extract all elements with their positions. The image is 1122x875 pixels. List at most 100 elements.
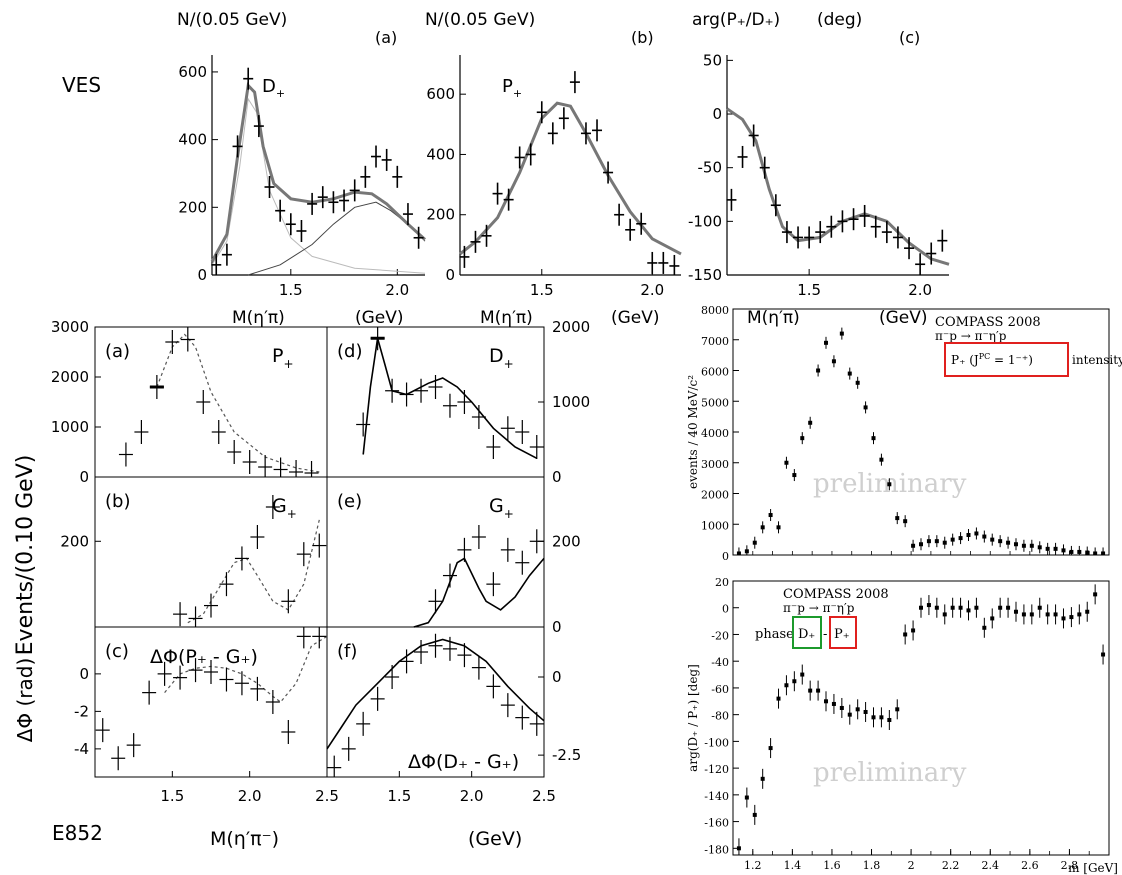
compass_top-data-point [1053,546,1058,551]
compass_top-ytick-label: 4000 [701,427,729,440]
compass_bottom-xtick-label: 1.4 [784,859,802,872]
e852_f-phase-label: ΔΦ(D₊ - G₊) [408,751,519,773]
ves_c-ytick-label: -50 [698,159,723,177]
compass_bottom-data-point [784,683,789,688]
ves_b-ytick-label: 200 [426,206,455,224]
compass-top-highlight-sup: PC [979,352,991,361]
compass_top-legend-line-1: COMPASS 2008 [935,315,1041,330]
e852_b-series-label: G+ [272,495,297,521]
compass_bottom-data-point [1061,616,1066,621]
e852_e-points [428,525,544,614]
compass_top-data-point [974,531,979,536]
ves_a-series-label: D+ [262,76,285,100]
compass_bottom-data-point [1021,612,1026,617]
compass_top-data-point [792,473,797,478]
e852_a-ytick-label: 2000 [51,368,89,386]
compass_top-y-axis-label: events / 40 MeV/c² [686,375,700,489]
compass-bottom-dash: - [823,627,827,642]
compass_top-data-point [926,539,931,544]
compass-top-highlight-text: P₊ (JPC = 1⁻⁺) [951,352,1033,367]
compass_top-data-point [855,380,860,385]
compass_bottom-data-point [744,795,749,800]
compass_bottom-data-point [1093,592,1098,597]
e852_a-ytick-label: 1000 [51,418,89,436]
ves_b-series-label: P+ [502,76,522,100]
e852_c-ytick-label: 0 [79,665,89,683]
compass_bottom-ytick-label: -140 [704,790,729,803]
compass_top-data-point [816,368,821,373]
compass_top-data-point [1021,543,1026,548]
ves_c-panel-label: (c) [899,28,920,47]
compass_bottom-data-point [974,605,979,610]
ves-label: VES [62,73,101,97]
compass_bottom-data-point [911,628,916,633]
compass_top-legend-line-2: π⁻p → π⁻η′p [935,329,1007,343]
ves_a-title: N/(0.05 GeV) [177,10,287,30]
e852_d-panel-label: (d) [337,341,362,362]
compass_bottom-frame [732,580,1110,856]
compass_bottom-data-point [847,712,852,717]
ves_b-ytick-label: 600 [426,85,455,103]
compass_top-ytick-label: 1000 [701,519,729,532]
ves_c-title-unit: (deg) [817,10,862,30]
e852_f-panel-label: (f) [337,641,357,662]
compass_bottom-y-axis-label: arg(D₊ / P₊) [deg] [686,664,700,772]
compass_bottom-data-point [768,746,773,751]
compass_top-data-point [934,539,939,544]
compass_top-ytick-label: 0 [722,550,729,563]
compass_top-data-point [942,540,947,545]
ves_b-x-axis-label: M(η′π) [480,308,533,328]
compass_top-data-point [903,519,908,524]
compass_bottom-data-point [919,605,923,610]
compass_top-points [736,327,1106,556]
compass_top-ytick-label: 6000 [701,366,729,379]
e852_f-xtick-label: 2.5 [532,787,556,805]
ves_c-xtick-label: 2.0 [908,281,932,299]
compass_top-data-point [839,331,844,336]
compass_top-data-point [871,436,876,441]
e852_d-series-label: D+ [489,345,514,371]
compass_bottom-ytick-label: 20 [715,576,729,589]
compass_top-data-point [824,340,829,345]
compass_top-ytick-label: 7000 [701,335,729,348]
compass_bottom-data-point [903,632,908,637]
e852-y-axis-label: Events/(0.10 GeV) [13,455,38,656]
ves_b-xtick-label: 1.5 [530,281,554,299]
ves_a-xtick-label: 2.0 [385,281,409,299]
compass_top-data-point [1077,549,1082,554]
compass_top-ytick-label: 8000 [701,304,729,317]
compass_bottom-legend-line-2: π⁻p → π⁻η′p [783,601,855,615]
compass_top-data-point [831,359,836,364]
ves_c-ytick-label: 0 [712,105,722,123]
e852_d-ytick-label: 2000 [552,318,590,336]
e852_d-series-subscript: + [504,357,514,371]
e852_a-panel-label: (a) [105,341,130,362]
compass_bottom-data-point [1101,652,1106,657]
ves_a-series-subscript: + [276,87,285,100]
compass_top-data-point [1006,540,1011,545]
compass_bottom-data-point [831,701,836,706]
compass_bottom-data-point [760,776,765,781]
compass_bottom-data-point [1045,612,1050,617]
compass_top-data-point [998,539,1003,544]
compass_top-data-point [847,371,852,376]
compass_bottom-points [736,584,1106,855]
ves_b-fit-total-curve [459,101,682,256]
compass_top-data-point [919,542,923,547]
compass_bottom-xtick-label: 1.6 [823,859,841,872]
compass-bottom-green-label: D₊ [798,627,815,642]
ves_a-points [211,67,424,275]
compass_bottom-data-point [879,715,884,720]
compass_top-data-point [1085,550,1090,555]
e852_c-xtick-label: 1.5 [160,787,184,805]
compass_top-data-point [752,540,757,545]
e852_b-series-subscript: + [287,507,297,521]
ves_a-fit-total-curve [210,82,427,263]
compass_bottom-xtick-label: 2.6 [1021,859,1039,872]
compass_top-data-point [879,457,884,462]
ves_b-x-axis-unit: (GeV) [611,308,660,328]
e852-label: E852 [52,821,103,845]
compass_bottom-ytick-label: -100 [704,736,729,749]
compass_bottom-data-point [1053,612,1058,617]
compass_top-data-point [800,436,805,441]
